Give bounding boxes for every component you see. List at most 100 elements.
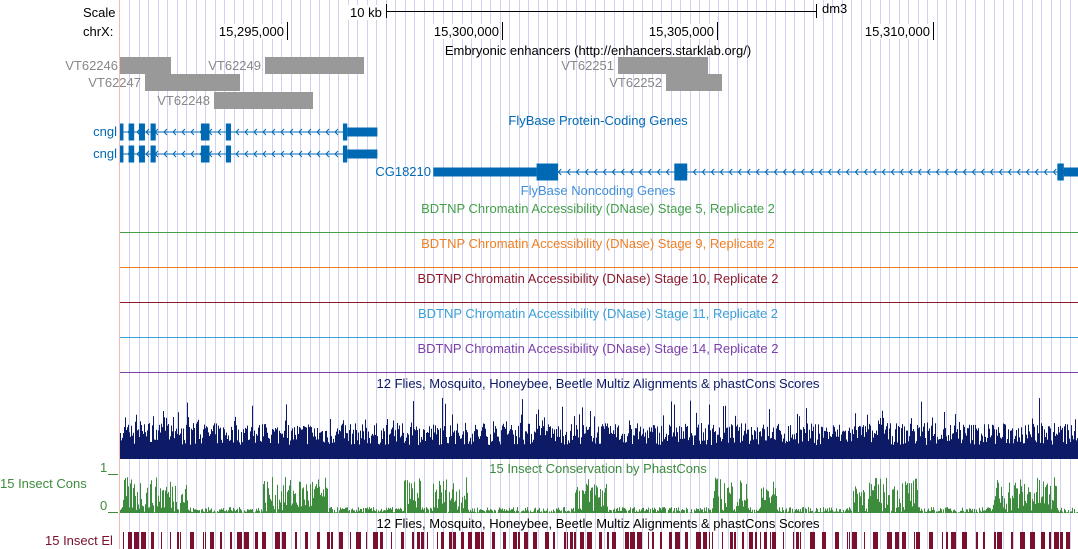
conserved-element[interactable]	[373, 532, 378, 549]
dnase-signal-baseline[interactable]	[120, 232, 1078, 233]
conserved-element[interactable]	[796, 532, 799, 549]
conserved-element[interactable]	[902, 532, 906, 549]
gene-label[interactable]: CG18210	[375, 164, 431, 179]
gene-exon[interactable]	[536, 163, 559, 181]
conserved-element[interactable]	[570, 532, 573, 549]
enhancer-block[interactable]	[618, 57, 708, 74]
conserved-element[interactable]	[772, 532, 776, 549]
conserved-element[interactable]	[275, 532, 280, 549]
enhancer-label[interactable]: VT62252	[609, 75, 662, 90]
conserved-element[interactable]	[151, 532, 154, 549]
gene-exon[interactable]	[200, 123, 210, 141]
conserved-element[interactable]	[161, 532, 162, 549]
multiz-bars[interactable]	[120, 397, 1078, 459]
conserved-element[interactable]	[669, 532, 672, 549]
conserved-element[interactable]	[770, 532, 771, 549]
conserved-element[interactable]	[951, 532, 956, 549]
conserved-element[interactable]	[822, 532, 826, 549]
enhancer-block[interactable]	[666, 74, 722, 91]
conserved-element[interactable]	[230, 532, 232, 549]
conserved-element[interactable]	[564, 532, 566, 549]
conserved-element[interactable]	[997, 532, 1002, 549]
gene-exon[interactable]	[138, 145, 145, 163]
conserved-element[interactable]	[612, 532, 616, 549]
conserved-element[interactable]	[317, 532, 320, 549]
conserved-element[interactable]	[437, 532, 438, 549]
dnase-track-title[interactable]: BDTNP Chromatin Accessibility (DNase) St…	[417, 341, 779, 356]
noncoding-track-title[interactable]: FlyBase Noncoding Genes	[520, 183, 676, 198]
conserved-element[interactable]	[660, 532, 662, 549]
cons-track-title[interactable]: 15 Insect Conservation by PhastCons	[489, 461, 707, 476]
conserved-element[interactable]	[441, 532, 444, 549]
conserved-element[interactable]	[895, 532, 899, 549]
conserved-element[interactable]	[976, 532, 978, 549]
conserved-element[interactable]	[177, 532, 179, 549]
conserved-element[interactable]	[210, 532, 214, 549]
dnase-signal-baseline[interactable]	[120, 302, 1078, 303]
conserved-element[interactable]	[696, 532, 701, 549]
conserved-element[interactable]	[327, 532, 330, 549]
dnase-track-title[interactable]: BDTNP Chromatin Accessibility (DNase) St…	[417, 306, 779, 321]
conserved-element[interactable]	[421, 532, 424, 549]
gene-label[interactable]: cngl	[93, 124, 117, 139]
gene-exon[interactable]	[433, 167, 537, 177]
conserved-element[interactable]	[567, 532, 568, 549]
enhancer-block[interactable]	[214, 92, 313, 109]
conserved-element[interactable]	[749, 532, 753, 549]
conserved-element[interactable]	[1020, 532, 1025, 549]
conserved-element[interactable]	[1060, 532, 1063, 549]
phastcons-bars[interactable]	[120, 477, 1078, 513]
conserved-element[interactable]	[1066, 532, 1070, 549]
conserved-element[interactable]	[873, 532, 878, 549]
conserved-element[interactable]	[962, 532, 967, 549]
conserved-element[interactable]	[282, 532, 286, 549]
conserved-element[interactable]	[170, 532, 171, 549]
conserved-element[interactable]	[887, 532, 892, 549]
conserved-element[interactable]	[545, 532, 549, 549]
conserved-element[interactable]	[1011, 532, 1013, 549]
conserved-element[interactable]	[648, 532, 649, 549]
conserved-element[interactable]	[929, 532, 933, 549]
conserved-element[interactable]	[914, 532, 915, 549]
conserved-element[interactable]	[1030, 532, 1035, 549]
conserved-element[interactable]	[553, 532, 555, 549]
conserved-element[interactable]	[755, 532, 757, 549]
conserved-element[interactable]	[580, 532, 584, 549]
enhancer-block[interactable]	[145, 74, 240, 91]
conserved-element[interactable]	[141, 532, 146, 549]
conserved-element[interactable]	[709, 532, 710, 549]
conserved-element[interactable]	[518, 532, 520, 549]
enhancer-track-title[interactable]: Embryonic enhancers (http://enhancers.st…	[444, 43, 752, 58]
enhancer-label[interactable]: VT62249	[208, 58, 261, 73]
conserved-element[interactable]	[190, 532, 194, 549]
dnase-signal-baseline[interactable]	[120, 372, 1078, 373]
conserved-element[interactable]	[793, 532, 794, 549]
conserved-element[interactable]	[652, 532, 654, 549]
gene-exon[interactable]	[120, 123, 124, 141]
conserved-element[interactable]	[492, 532, 495, 549]
conserved-element[interactable]	[800, 532, 801, 549]
conserved-element[interactable]	[366, 532, 367, 549]
enhancer-label[interactable]: VT62247	[88, 75, 141, 90]
conserved-element[interactable]	[380, 532, 383, 549]
conserved-element[interactable]	[835, 532, 839, 549]
conserved-element[interactable]	[305, 532, 308, 549]
gene-exon[interactable]	[1063, 167, 1078, 177]
conserved-element[interactable]	[574, 532, 576, 549]
protein-gene-track-title[interactable]: FlyBase Protein-Coding Genes	[508, 113, 688, 128]
enhancer-label[interactable]: VT62251	[561, 58, 614, 73]
dnase-signal-baseline[interactable]	[120, 267, 1078, 268]
conserved-element[interactable]	[533, 532, 537, 549]
dnase-track-title[interactable]: BDTNP Chromatin Accessibility (DNase) St…	[421, 236, 775, 251]
conserved-element[interactable]	[685, 532, 688, 549]
conserved-element[interactable]	[203, 532, 204, 549]
conserved-element[interactable]	[852, 532, 857, 549]
phastcons-plot[interactable]	[120, 473, 1078, 513]
elements-track-title[interactable]: 12 Flies, Mosquito, Honeybee, Beetle Mul…	[376, 516, 820, 531]
conserved-element[interactable]	[864, 532, 865, 549]
dnase-track-title[interactable]: BDTNP Chromatin Accessibility (DNase) St…	[421, 201, 775, 216]
enhancer-block[interactable]	[265, 57, 364, 74]
conserved-elements-track[interactable]	[120, 532, 1078, 549]
conserved-element[interactable]	[255, 532, 258, 549]
